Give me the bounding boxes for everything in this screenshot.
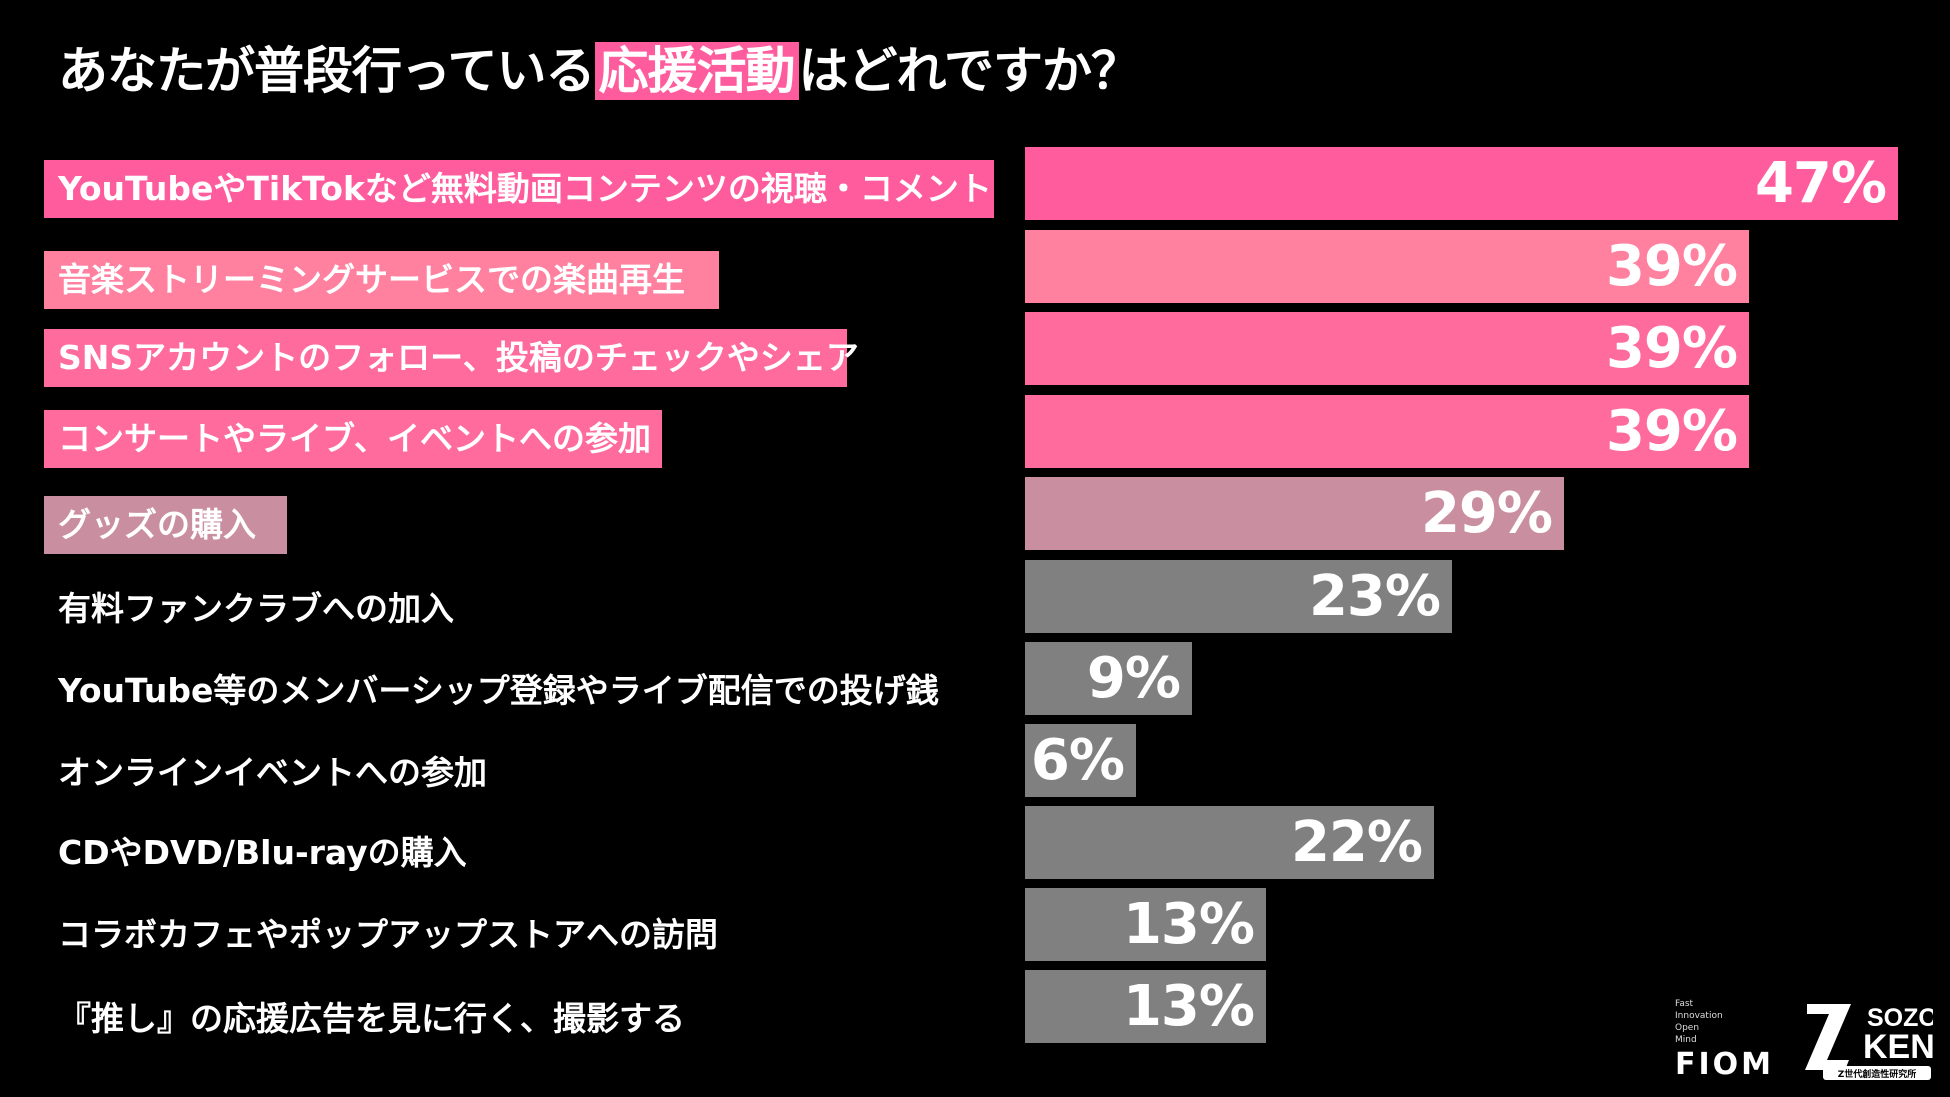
category-label: CDやDVD/Blu-rayの購入 xyxy=(58,833,467,872)
category-label: グッズの購入 xyxy=(44,496,287,554)
fiom-sub-1: Fast xyxy=(1675,999,1694,1009)
value-label: 22% xyxy=(1290,810,1423,875)
zken-top: SOZO xyxy=(1867,1004,1933,1032)
title-before: あなたが普段行っている xyxy=(58,42,595,100)
fiom-sub-4: Mind xyxy=(1675,1035,1697,1045)
category-label: 有料ファンクラブへの加入 xyxy=(58,589,454,628)
value-label: 29% xyxy=(1420,481,1553,546)
sozo-ken-logo: SOZO KEN Z世代創造性研究所 xyxy=(1805,1004,1933,1080)
page-title: あなたが普段行っている応援活動はどれですか？ xyxy=(58,36,1141,106)
title-after: はどれですか？ xyxy=(798,42,1141,100)
category-label: 音楽ストリーミングサービスでの楽曲再生 xyxy=(44,251,719,309)
category-label: オンラインイベントへの参加 xyxy=(58,753,487,792)
value-label: 39% xyxy=(1605,316,1738,381)
value-label: 13% xyxy=(1122,892,1255,957)
bar xyxy=(1025,970,1266,1043)
value-label: 9% xyxy=(1086,646,1181,711)
bar xyxy=(1025,724,1136,797)
zken-sub: Z世代創造性研究所 xyxy=(1838,1068,1917,1080)
category-label: YouTube等のメンバーシップ登録やライブ配信での投げ銭 xyxy=(58,671,939,710)
value-label: 13% xyxy=(1122,974,1255,1039)
category-label: YouTubeやTikTokなど無料動画コンテンツの視聴・コメント xyxy=(44,160,994,218)
bar xyxy=(1025,642,1192,715)
bar xyxy=(1025,395,1749,468)
bar xyxy=(1025,230,1749,303)
value-label: 47% xyxy=(1754,151,1887,216)
bar xyxy=(1025,560,1452,633)
fiom-wordmark: FIOM xyxy=(1675,1047,1775,1082)
value-label: 6% xyxy=(1030,728,1125,793)
fiom-sub-3: Open xyxy=(1675,1023,1700,1033)
fiom-logo: Fast Innovation Open Mind FIOM xyxy=(1675,998,1795,1082)
value-label: 23% xyxy=(1308,564,1441,629)
bar xyxy=(1025,147,1898,220)
bar xyxy=(1025,888,1266,961)
category-label: コンサートやライブ、イベントへの参加 xyxy=(44,410,662,468)
zken-mid: KEN xyxy=(1863,1028,1933,1066)
z-mark-icon xyxy=(1805,1004,1851,1070)
title-highlight: 応援活動 xyxy=(594,42,799,100)
value-label: 39% xyxy=(1605,399,1738,464)
bar xyxy=(1025,312,1749,385)
category-label: SNSアカウントのフォロー、投稿のチェックやシェア xyxy=(44,329,859,387)
bar xyxy=(1025,806,1434,879)
fiom-sub-2: Innovation xyxy=(1675,1011,1723,1021)
bar xyxy=(1025,477,1564,550)
category-label: コラボカフェやポップアップストアへの訪問 xyxy=(58,915,718,954)
category-label: 『推し』の応援広告を見に行く、撮影する xyxy=(58,999,685,1038)
value-label: 39% xyxy=(1605,234,1738,299)
